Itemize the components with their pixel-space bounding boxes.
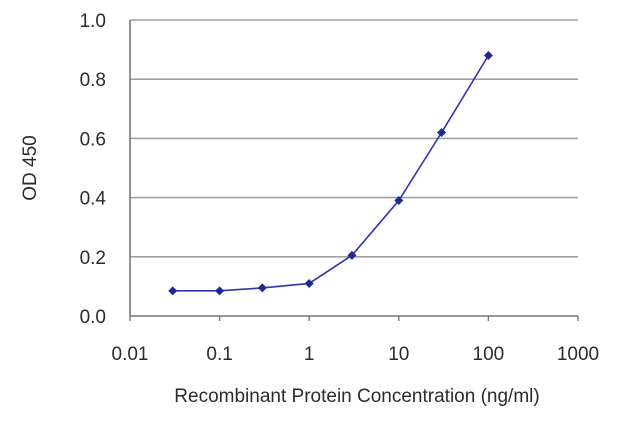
grid-lines [130, 19, 578, 258]
x-tick-label-1: 0.1 [206, 344, 232, 365]
y-tick-label-2: 0.4 [80, 189, 107, 210]
x-axis-title: Recombinant Protein Concentration (ng/ml… [174, 386, 539, 407]
data-point-2 [257, 283, 267, 293]
y-tick-label-4: 0.8 [80, 70, 106, 91]
data-series [168, 51, 493, 296]
x-tick-labels: 0.01 0.1 1 10 100 1000 [112, 316, 599, 365]
data-point-7 [483, 51, 493, 61]
series-line-0 [172, 55, 490, 292]
x-tick-label-2: 1 [304, 344, 315, 365]
data-point-0 [168, 286, 178, 296]
data-point-1 [215, 286, 225, 296]
y-tick-label-5: 1.0 [80, 11, 106, 32]
y-tick-labels: 0.0 0.2 0.4 0.6 0.8 1.0 [80, 11, 107, 328]
y-tick-label-0: 0.0 [80, 307, 106, 328]
y-tick-label-3: 0.6 [80, 129, 106, 150]
data-point-3 [304, 278, 314, 288]
x-tick-label-3: 10 [388, 344, 409, 365]
data-point-4 [347, 250, 357, 260]
y-tick-label-1: 0.2 [80, 248, 106, 269]
data-point-5 [394, 196, 404, 206]
x-tick-label-0: 0.01 [112, 344, 149, 365]
y-axis-title: OD 450 [20, 135, 41, 200]
x-tick-label-4: 100 [473, 344, 505, 365]
axes [129, 20, 578, 317]
data-point-6 [437, 127, 447, 137]
x-tick-label-5: 1000 [557, 344, 599, 365]
